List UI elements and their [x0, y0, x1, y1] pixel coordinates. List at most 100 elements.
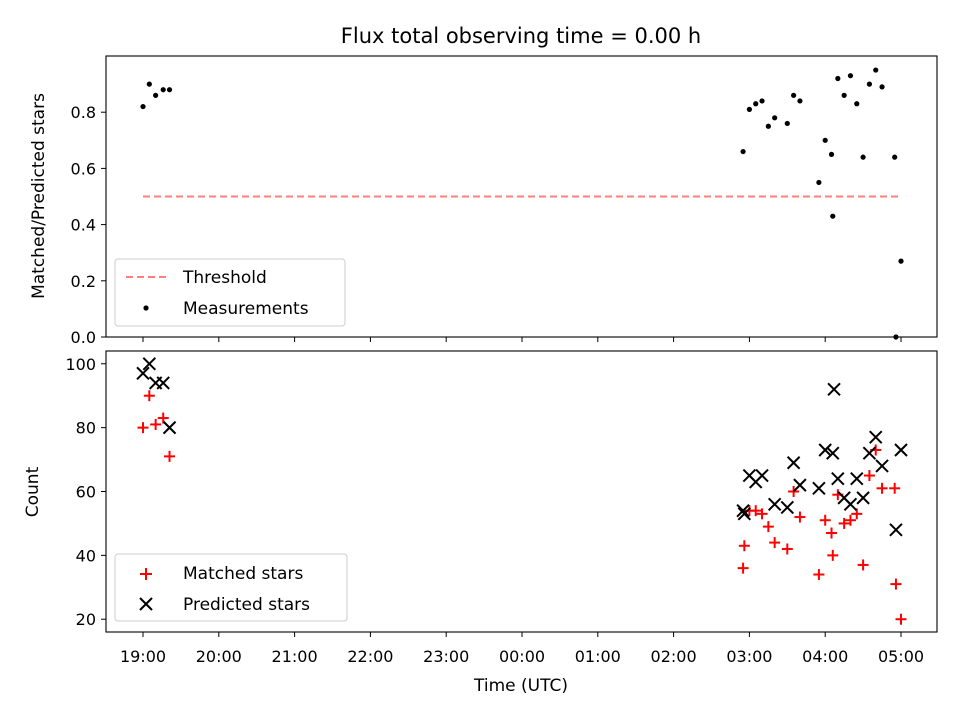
x-axis-label: Time (UTC) — [473, 676, 568, 696]
matched-star-point — [889, 482, 901, 494]
predicted-star-point — [736, 503, 750, 518]
predicted-star-point — [818, 443, 832, 457]
measurement-point — [746, 106, 753, 112]
top-ylabel: Matched/Predicted stars — [29, 93, 49, 299]
predicted-star-point — [869, 430, 883, 444]
predicted-star-point — [755, 468, 769, 483]
bottom-plot-area: 20 40 60 80 100 — [65, 355, 908, 629]
measurement-point — [146, 81, 152, 87]
measurements-legend-marker — [143, 305, 149, 311]
matched-legend-label: Matched stars — [183, 564, 303, 584]
top-plot-area: 0.0 0.2 0.4 0.6 0.8 — [71, 67, 904, 347]
x-tick-label: 02:00 — [651, 647, 697, 666]
measurement-point — [765, 123, 771, 129]
predicted-legend-marker — [139, 597, 153, 611]
matched-star-point — [851, 508, 863, 520]
matched-star-point — [819, 514, 831, 526]
top-y-tick-label: 0.6 — [71, 159, 96, 178]
bottom-y-tick-label: 40 — [76, 546, 96, 565]
count-panel: Count 20 40 60 80 100 Matched stars Predicte… — [23, 350, 938, 633]
matched-star-point — [895, 613, 907, 625]
predicted-star-point — [737, 507, 752, 521]
matched-star-point — [762, 521, 774, 533]
predicted-star-point — [780, 500, 795, 515]
measurement-point — [835, 75, 841, 82]
measurement-point — [759, 98, 765, 104]
predicted-star-point — [875, 459, 889, 473]
top-y-tick-label: 0.8 — [71, 103, 96, 122]
measurement-point — [860, 154, 866, 160]
matched-star-point — [143, 390, 155, 402]
ratio-panel: Matched/Predicted stars 0.00.20.40.60.8 … — [29, 55, 938, 347]
measurement-point — [822, 137, 828, 143]
matched-star-point — [827, 549, 839, 561]
measurement-point — [740, 148, 746, 155]
measurement-point — [784, 120, 790, 127]
top-legend: Threshold Measurements — [114, 258, 346, 327]
bottom-y-tick-label: 100 — [65, 355, 96, 374]
measurement-point — [753, 101, 759, 107]
measurement-point — [873, 67, 879, 73]
matched-legend-marker — [140, 568, 152, 580]
matched-star-point — [826, 527, 838, 539]
x-tick-label: 20:00 — [196, 647, 242, 666]
measurement-point — [772, 115, 778, 121]
matched-star-point — [150, 418, 162, 430]
bottom-ylabel: Count — [23, 466, 43, 517]
threshold-legend-label: Threshold — [182, 268, 267, 288]
measurement-point — [879, 84, 885, 90]
x-axis: 19:00 20:00 21:00 22:00 23:00 00:00 01:00 02:00… — [120, 337, 924, 666]
measurement-point — [841, 92, 847, 98]
top-y-tick-label: 0.4 — [71, 216, 96, 235]
bottom-y-tick-label: 80 — [76, 419, 96, 438]
predicted-star-point — [812, 481, 826, 496]
measurement-point — [797, 98, 803, 104]
x-tick-label: 23:00 — [423, 647, 469, 666]
predicted-star-point — [862, 446, 877, 460]
measurement-point — [160, 87, 166, 93]
measurements-legend-label: Measurements — [183, 299, 309, 319]
predicted-star-point — [856, 491, 870, 505]
matched-star-point — [781, 543, 793, 555]
x-tick-label: 01:00 — [575, 647, 621, 666]
x-tick-label: 22:00 — [347, 647, 393, 666]
bottom-legend: Matched stars Predicted stars — [114, 553, 348, 622]
measurement-point — [830, 213, 836, 219]
predicted-legend-label: Predicted stars — [183, 595, 310, 615]
measurement-point — [828, 151, 835, 157]
matched-star-point — [769, 537, 781, 549]
x-tick-label: 19:00 — [120, 647, 166, 666]
matched-star-point — [863, 470, 875, 482]
matched-star-point — [738, 540, 750, 552]
chart-title: Flux total observing time = 0.00 h — [341, 24, 701, 48]
bottom-legend-box — [114, 553, 348, 622]
predicted-star-point — [136, 366, 150, 381]
measurement-point — [854, 101, 860, 107]
measurement-point — [892, 154, 898, 160]
measurement-point — [153, 92, 159, 98]
x-tick-label: 03:00 — [726, 647, 772, 666]
x-tick-label: 21:00 — [272, 647, 318, 666]
predicted-star-point — [827, 382, 841, 397]
measurement-point — [847, 73, 854, 79]
predicted-star-point — [831, 472, 845, 486]
matched-star-point — [794, 511, 806, 523]
measurement-point — [791, 92, 797, 98]
top-y-tick-label: 0.2 — [71, 272, 96, 291]
bottom-y-tick-label: 60 — [76, 483, 96, 502]
top-y-tick-label: 0.0 — [71, 328, 96, 347]
matched-star-point — [137, 422, 149, 434]
matched-star-point — [164, 450, 176, 462]
predicted-star-point — [850, 472, 864, 486]
measurement-point — [816, 179, 822, 186]
matched-star-point — [876, 482, 888, 494]
matched-star-point — [890, 578, 902, 590]
x-tick-label: 00:00 — [499, 647, 545, 666]
predicted-star-point — [826, 446, 840, 460]
predicted-star-point — [142, 357, 157, 371]
x-tick-label: 05:00 — [878, 647, 924, 666]
matched-star-point — [737, 562, 749, 574]
x-tick-label: 04:00 — [802, 647, 848, 666]
top-legend-box — [114, 258, 346, 327]
